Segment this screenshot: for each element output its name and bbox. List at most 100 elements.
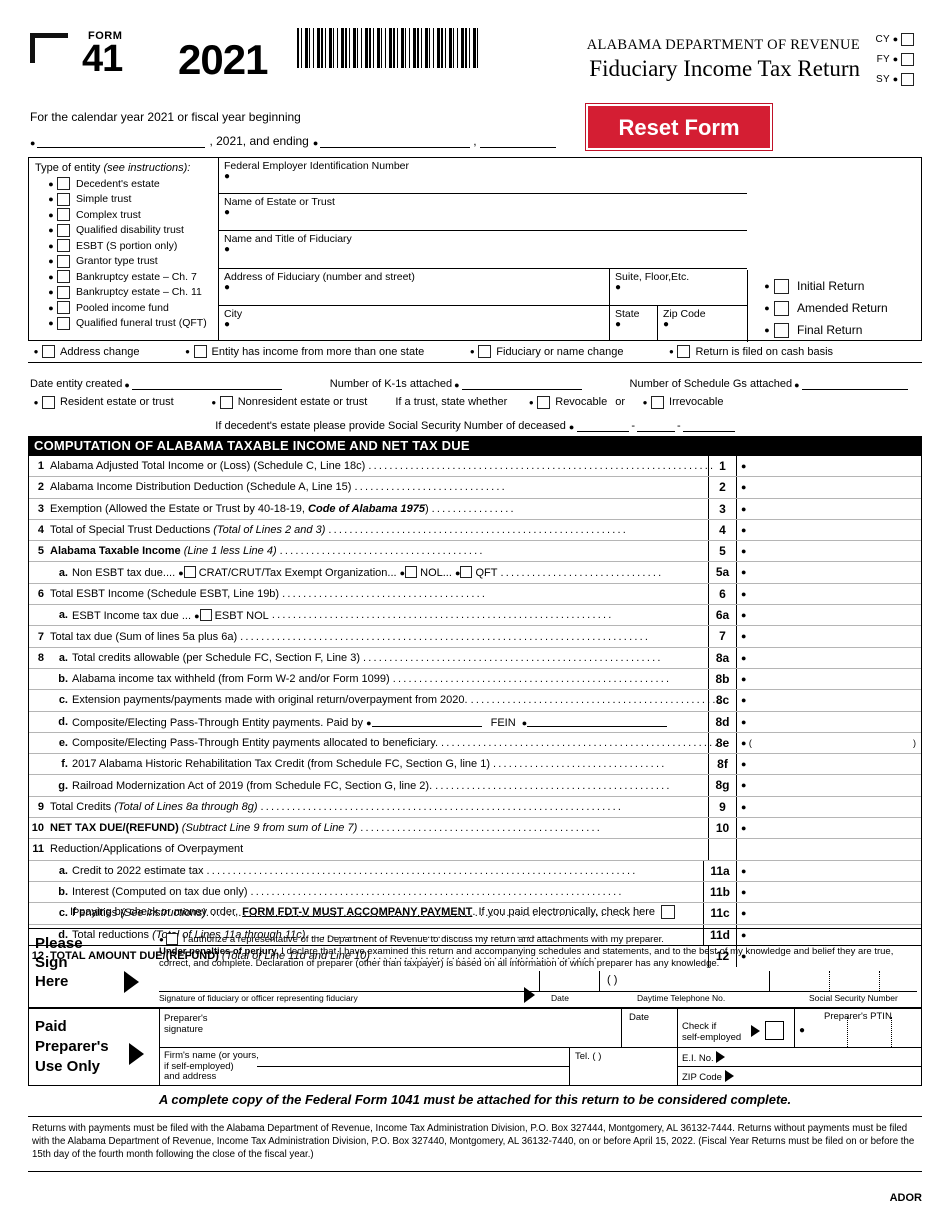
checkbox-nol[interactable] [405, 566, 418, 579]
checkbox-qualified-funeral-trust[interactable] [57, 316, 70, 330]
entity-option-bankruptcy-ch7[interactable]: ● Bankruptcy estate – Ch. 7 [35, 269, 218, 285]
change-multistate[interactable]: ● Entity has income from more than one s… [182, 345, 424, 358]
checkbox-final-return[interactable] [774, 322, 789, 338]
fein-field[interactable]: Federal Employer Identification Number ● [219, 158, 747, 194]
checkbox-initial-return[interactable] [774, 278, 789, 294]
ssn-part3-input[interactable] [682, 419, 735, 432]
amount-input-11d[interactable]: ● [741, 929, 747, 940]
checkbox-simple-trust[interactable] [57, 192, 70, 206]
amount-input-8c[interactable]: ● [741, 695, 747, 706]
checkbox-cash-basis[interactable] [677, 345, 691, 358]
checkbox-crat-crut[interactable] [183, 566, 196, 579]
ssn-part1-input[interactable] [577, 419, 630, 432]
schedule-gs-input[interactable] [801, 377, 908, 390]
amount-input-12[interactable]: ● [741, 950, 747, 961]
entity-option-decedents-estate[interactable]: ● Decedent's estate [35, 176, 218, 192]
fiscal-end-input[interactable] [320, 135, 471, 148]
period-option-sy[interactable]: SY ● [872, 69, 914, 89]
checkbox-nonresident[interactable] [219, 395, 233, 409]
checkbox-multistate[interactable] [193, 345, 207, 358]
trust-revocable[interactable]: ● Revocable [525, 395, 607, 409]
amount-input-6a[interactable]: ● [741, 610, 747, 621]
amount-input-10[interactable]: ● [741, 823, 747, 834]
checkbox-complex-trust[interactable] [57, 208, 70, 222]
entity-option-pooled-income-fund[interactable]: ● Pooled income fund [35, 300, 218, 316]
change-fiduciary-name[interactable]: ● Fiduciary or name change [466, 345, 623, 358]
date-created-input[interactable] [131, 377, 282, 390]
checkbox-pooled-income-fund[interactable] [57, 301, 70, 315]
bullet-icon: ● [764, 303, 770, 313]
entity-option-simple-trust[interactable]: ● Simple trust [35, 192, 218, 208]
entity-option-esbt[interactable]: ● ESBT (S portion only) [35, 238, 218, 254]
amount-input-3[interactable]: ● [741, 503, 747, 514]
amount-input-8d[interactable]: ● [741, 716, 747, 727]
k1s-input[interactable] [461, 377, 582, 390]
change-address[interactable]: ● Address change [30, 345, 140, 358]
checkbox-sy[interactable] [901, 72, 914, 86]
amount-input-1[interactable]: ● [741, 461, 747, 471]
entity-option-grantor-type-trust[interactable]: ● Grantor type trust [35, 254, 218, 270]
checkbox-bankruptcy-ch11[interactable] [57, 285, 70, 299]
amount-input-2[interactable]: ● [741, 482, 747, 493]
period-option-fy[interactable]: FY ● [872, 49, 914, 69]
amount-input-6[interactable]: ● [741, 588, 747, 599]
reset-form-button[interactable]: Reset Form [585, 103, 773, 151]
change-cash-basis[interactable]: ● Return is filed on cash basis [665, 345, 833, 358]
amount-input-8a[interactable]: ● [741, 652, 747, 663]
checkbox-qft-5a[interactable] [460, 566, 473, 579]
checkbox-self-employed[interactable] [765, 1021, 784, 1040]
residency-nonresident[interactable]: ● Nonresident estate or trust [208, 395, 367, 409]
suite-field[interactable]: Suite, Floor,Etc. ● [609, 269, 747, 306]
state-field[interactable]: State ● [609, 306, 657, 340]
amount-input-8g[interactable]: ● [741, 780, 747, 791]
amount-input-8e[interactable]: ● () [741, 737, 916, 748]
fein-payer-input[interactable] [527, 715, 668, 727]
amount-input-8b[interactable]: ● [741, 673, 747, 684]
ssn-part2-input[interactable] [637, 419, 676, 432]
checkbox-esbt-nol[interactable] [199, 608, 212, 621]
checkbox-decedents-estate[interactable] [57, 177, 70, 191]
checkbox-bankruptcy-ch7[interactable] [57, 270, 70, 284]
checkbox-cy[interactable] [901, 32, 914, 46]
checkbox-authorize-discussion[interactable] [165, 933, 178, 945]
checkbox-revocable[interactable] [537, 395, 551, 409]
residency-resident[interactable]: ● Resident estate or trust [30, 395, 174, 409]
fiscal-endyear-input[interactable] [479, 135, 556, 148]
period-option-cy[interactable]: CY ● [872, 29, 914, 49]
entity-option-qualified-disability-trust[interactable]: ● Qualified disability trust [35, 223, 218, 239]
amount-input-5[interactable]: ● [741, 546, 747, 557]
checkbox-resident[interactable] [42, 395, 55, 409]
amount-input-11c[interactable]: ● [741, 908, 747, 919]
checkbox-fiduciary-name-change[interactable] [478, 345, 492, 358]
return-type-final[interactable]: ● Final Return [760, 319, 923, 341]
trust-irrevocable[interactable]: ● Irrevocable [639, 395, 723, 409]
amount-input-5a[interactable]: ● [741, 567, 747, 578]
checkbox-fy[interactable] [901, 52, 914, 66]
return-type-amended[interactable]: ● Amended Return [760, 297, 923, 319]
city-field[interactable]: City ● [219, 306, 609, 340]
amount-input-9[interactable]: ● [741, 801, 747, 812]
authorize-discussion-row[interactable]: ● I authorize a representative of the De… [159, 933, 664, 945]
checkbox-address-change[interactable] [42, 345, 55, 358]
checkbox-paid-electronically[interactable] [660, 905, 675, 919]
amount-input-11b[interactable]: ● [741, 886, 747, 897]
address-field[interactable]: Address of Fiduciary (number and street)… [219, 269, 609, 306]
amount-input-8f[interactable]: ● [741, 759, 747, 770]
return-type-initial[interactable]: ● Initial Return [760, 275, 923, 297]
zip-field[interactable]: Zip Code ● [657, 306, 747, 340]
amount-input-7[interactable]: ● [741, 631, 747, 642]
checkbox-esbt[interactable] [57, 239, 70, 253]
paid-by-input[interactable] [371, 715, 482, 727]
amount-input-11a[interactable]: ● [741, 865, 747, 876]
checkbox-grantor-type-trust[interactable] [57, 254, 70, 268]
checkbox-qualified-disability-trust[interactable] [57, 223, 70, 237]
amount-input-4[interactable]: ● [741, 524, 747, 535]
name-fiduciary-field[interactable]: Name and Title of Fiduciary ● [219, 231, 747, 269]
entity-option-complex-trust[interactable]: ● Complex trust [35, 207, 218, 223]
checkbox-amended-return[interactable] [774, 300, 789, 316]
fiscal-begin-input[interactable] [37, 135, 206, 148]
entity-option-qualified-funeral-trust[interactable]: ● Qualified funeral trust (QFT) [35, 316, 218, 332]
checkbox-irrevocable[interactable] [651, 395, 665, 409]
name-estate-field[interactable]: Name of Estate or Trust ● [219, 194, 747, 231]
entity-option-bankruptcy-ch11[interactable]: ● Bankruptcy estate – Ch. 11 [35, 285, 218, 301]
